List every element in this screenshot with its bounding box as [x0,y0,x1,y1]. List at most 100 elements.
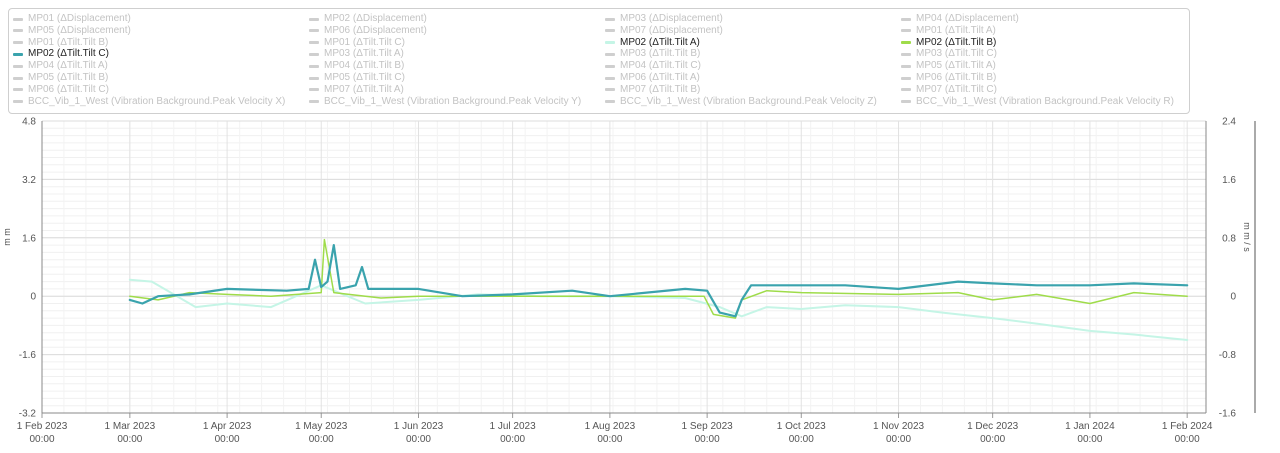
legend-swatch [13,64,23,68]
legend-item[interactable]: MP02 (ΔTilt.Tilt C) [13,48,109,60]
legend-item[interactable]: BCC_Vib_1_West (Vibration Background.Pea… [13,96,285,108]
legend-swatch [309,52,319,56]
legend-item[interactable]: BCC_Vib_1_West (Vibration Background.Pea… [901,96,1174,108]
legend-swatch [901,100,911,104]
x-tick-time: 00:00 [500,434,525,445]
legend-item[interactable]: MP06 (ΔTilt.Tilt A) [605,72,700,84]
legend-swatch [605,41,615,45]
x-tick-time: 00:00 [886,434,911,445]
y-tick-label: -1.6 [19,350,37,361]
legend-swatch [309,17,319,21]
legend-label: MP05 (ΔTilt.Tilt C) [324,72,405,83]
legend-item[interactable]: MP01 (ΔTilt.Tilt A) [901,25,996,37]
legend-item[interactable]: MP05 (ΔTilt.Tilt A) [901,60,996,72]
y2-tick-label: 0.8 [1222,233,1236,244]
legend-item[interactable]: MP06 (ΔTilt.Tilt B) [901,72,996,84]
legend-item[interactable]: MP05 (ΔTilt.Tilt B) [13,72,108,84]
x-tick-time: 00:00 [117,434,142,445]
legend-item[interactable]: MP06 (ΔDisplacement) [309,25,427,37]
legend-label: MP04 (ΔTilt.Tilt B) [324,60,405,72]
legend-item[interactable]: MP03 (ΔTilt.Tilt A) [309,48,404,60]
legend-swatch [605,88,615,92]
series-line [128,244,1189,318]
legend-swatch [13,29,23,33]
y-tick-label: 1.6 [22,233,36,244]
legend-swatch [13,41,23,45]
y-tick-label: -3.2 [19,409,37,420]
legend-item[interactable]: MP05 (ΔDisplacement) [13,25,131,37]
legend-label: MP05 (ΔDisplacement) [28,24,131,36]
legend-label: MP06 (ΔTilt.Tilt B) [916,72,997,83]
legend-item[interactable]: MP07 (ΔTilt.Tilt A) [309,84,404,96]
legend-label: MP02 (ΔTilt.Tilt A) [620,36,700,48]
legend-swatch [605,29,615,33]
y2-tick-label: 2.4 [1222,117,1236,128]
legend-item[interactable]: MP02 (ΔTilt.Tilt A) [605,37,700,49]
legend-label: MP01 (ΔTilt.Tilt C) [324,36,405,48]
y2-axis-title: m m / s [1242,222,1252,252]
legend-swatch [605,17,615,21]
legend-item[interactable]: MP05 (ΔTilt.Tilt C) [309,72,405,84]
legend-item[interactable]: MP02 (ΔDisplacement) [309,13,427,25]
x-tick-label: 1 Sep 2023 [682,421,734,432]
legend-item[interactable]: MP02 (ΔTilt.Tilt B) [901,37,996,49]
legend-item[interactable]: MP07 (ΔTilt.Tilt C) [901,84,997,96]
x-tick-label: 1 Dec 2023 [967,421,1019,432]
legend-label: BCC_Vib_1_West (Vibration Background.Pea… [324,95,582,107]
legend-label: MP03 (ΔTilt.Tilt A) [324,48,404,60]
legend-swatch [605,52,615,56]
legend-item[interactable]: MP07 (ΔTilt.Tilt B) [605,84,700,96]
legend-label: MP07 (ΔDisplacement) [620,24,723,36]
legend-item[interactable]: MP01 (ΔTilt.Tilt C) [309,37,405,49]
y2-tick-label: -0.8 [1219,350,1237,361]
legend-item[interactable]: MP04 (ΔTilt.Tilt B) [309,60,404,72]
legend-swatch [309,41,319,45]
legend-label: MP02 (ΔDisplacement) [324,13,427,24]
legend-item[interactable]: MP04 (ΔTilt.Tilt A) [13,60,108,72]
legend-item[interactable]: MP04 (ΔDisplacement) [901,13,1019,25]
legend-label: MP04 (ΔTilt.Tilt A) [28,60,108,72]
legend-swatch [901,52,911,56]
legend-item[interactable]: MP03 (ΔTilt.Tilt C) [901,48,997,60]
y-tick-label: 3.2 [22,175,36,186]
legend-label: MP03 (ΔDisplacement) [620,13,723,24]
legend-item[interactable]: MP03 (ΔDisplacement) [605,13,723,25]
x-tick-label: 1 Jul 2023 [490,421,537,432]
legend-label: MP06 (ΔDisplacement) [324,24,427,36]
legend-swatch [309,76,319,80]
legend-swatch [309,64,319,68]
legend-label: MP06 (ΔTilt.Tilt C) [28,83,109,95]
legend-item[interactable]: MP06 (ΔTilt.Tilt C) [13,84,109,96]
legend-item[interactable]: BCC_Vib_1_West (Vibration Background.Pea… [605,96,877,108]
legend-label: MP06 (ΔTilt.Tilt A) [620,72,700,83]
legend-label: MP05 (ΔTilt.Tilt B) [28,72,109,83]
legend-swatch [605,76,615,80]
legend-item[interactable]: MP01 (ΔDisplacement) [13,13,131,25]
legend-label: MP02 (ΔTilt.Tilt C) [28,48,109,60]
x-tick-label: 1 Jun 2023 [394,421,444,432]
series-line [128,278,1189,341]
x-tick-time: 00:00 [980,434,1005,445]
legend-item[interactable]: BCC_Vib_1_West (Vibration Background.Pea… [309,96,581,108]
x-tick-time: 00:00 [1175,434,1200,445]
legend-item[interactable]: MP04 (ΔTilt.Tilt C) [605,60,701,72]
legend-swatch [605,64,615,68]
x-tick-label: 1 Feb 2023 [17,421,68,432]
legend-swatch [901,17,911,21]
x-tick-label: 1 Mar 2023 [105,421,156,432]
legend-item[interactable]: MP01 (ΔTilt.Tilt B) [13,37,108,49]
y2-tick-label: 0 [1230,292,1236,303]
legend-swatch [901,76,911,80]
legend-swatch [901,88,911,92]
legend-item[interactable]: MP03 (ΔTilt.Tilt B) [605,48,700,60]
legend-swatch [309,88,319,92]
legend-label: MP01 (ΔTilt.Tilt B) [28,36,109,48]
legend-label: MP01 (ΔDisplacement) [28,13,131,24]
legend-swatch [13,100,23,104]
legend-label: MP07 (ΔTilt.Tilt B) [620,83,701,95]
legend-swatch [901,41,911,45]
legend-item[interactable]: MP07 (ΔDisplacement) [605,25,723,37]
x-tick-label: 1 Jan 2024 [1065,421,1115,432]
